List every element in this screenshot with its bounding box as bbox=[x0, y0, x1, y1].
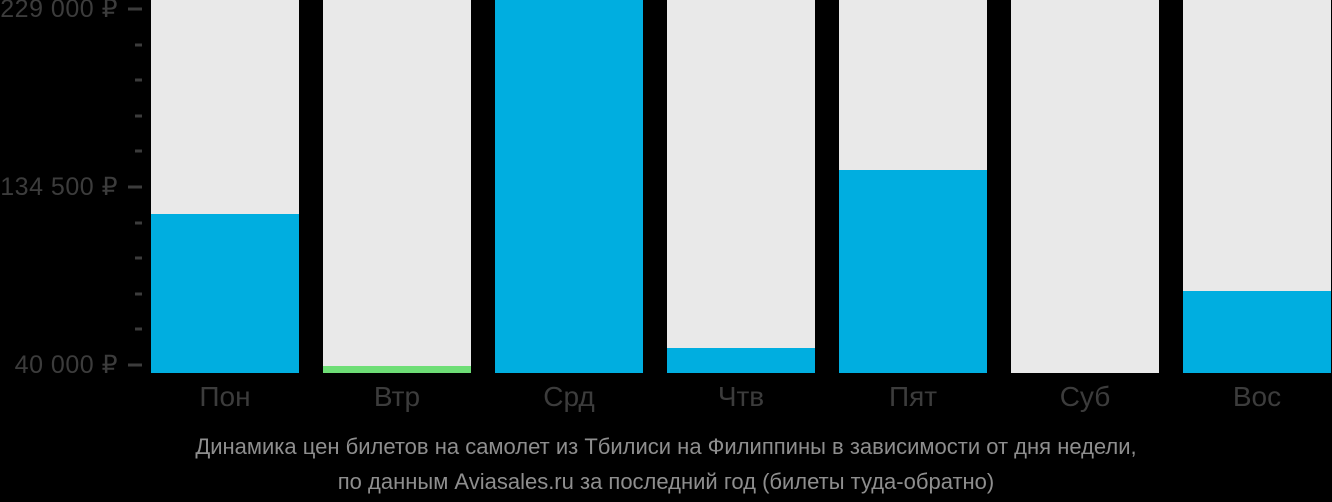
y-tick-label: 229 000 ₽ bbox=[0, 0, 118, 23]
x-label-wed: Срд bbox=[543, 381, 595, 412]
y-axis: 229 000 ₽ 134 500 ₽ 40 000 ₽ bbox=[0, 0, 151, 400]
bar-thu bbox=[667, 348, 815, 373]
y-tick-major bbox=[128, 185, 142, 189]
x-label-mon: Пон bbox=[199, 381, 251, 412]
bar-mon bbox=[151, 214, 299, 373]
x-label-thu: Чтв bbox=[717, 381, 765, 412]
x-label-sat: Суб bbox=[1059, 381, 1111, 412]
column-track-sat bbox=[1011, 0, 1159, 373]
y-tick-minor bbox=[135, 78, 142, 82]
bar-tue bbox=[323, 366, 471, 373]
y-tick-minor bbox=[135, 221, 142, 225]
bar-fri bbox=[839, 170, 987, 373]
chart-caption: Динамика цен билетов на самолет из Тбили… bbox=[0, 429, 1332, 499]
column-track-wed bbox=[495, 0, 643, 373]
bar-wed bbox=[495, 0, 643, 373]
column-track-mon bbox=[151, 0, 299, 373]
y-tick-minor bbox=[135, 114, 142, 118]
column-track-sun bbox=[1183, 0, 1331, 373]
chart-title: Динамика цен билетов на самолет из Тбили… bbox=[195, 434, 1137, 459]
y-tick-major bbox=[128, 7, 142, 11]
y-tick-minor bbox=[135, 327, 142, 331]
bar-sun bbox=[1183, 291, 1331, 373]
y-tick-minor bbox=[135, 43, 142, 47]
x-label-tue: Втр bbox=[373, 381, 421, 412]
plot-area bbox=[151, 0, 1332, 373]
column-track-thu bbox=[667, 0, 815, 373]
y-tick-minor bbox=[135, 292, 142, 296]
x-label-sun: Вос bbox=[1232, 381, 1282, 412]
y-tick-minor bbox=[135, 149, 142, 153]
y-tick-major bbox=[128, 363, 142, 367]
column-track-tue bbox=[323, 0, 471, 373]
y-tick-minor bbox=[135, 256, 142, 260]
y-tick-label: 40 000 ₽ bbox=[14, 351, 118, 379]
y-tick-label: 134 500 ₽ bbox=[0, 173, 118, 201]
column-track-fri bbox=[839, 0, 987, 373]
chart-subtitle: по данным Aviasales.ru за последний год … bbox=[337, 469, 995, 494]
x-label-fri: Пят bbox=[888, 381, 938, 412]
